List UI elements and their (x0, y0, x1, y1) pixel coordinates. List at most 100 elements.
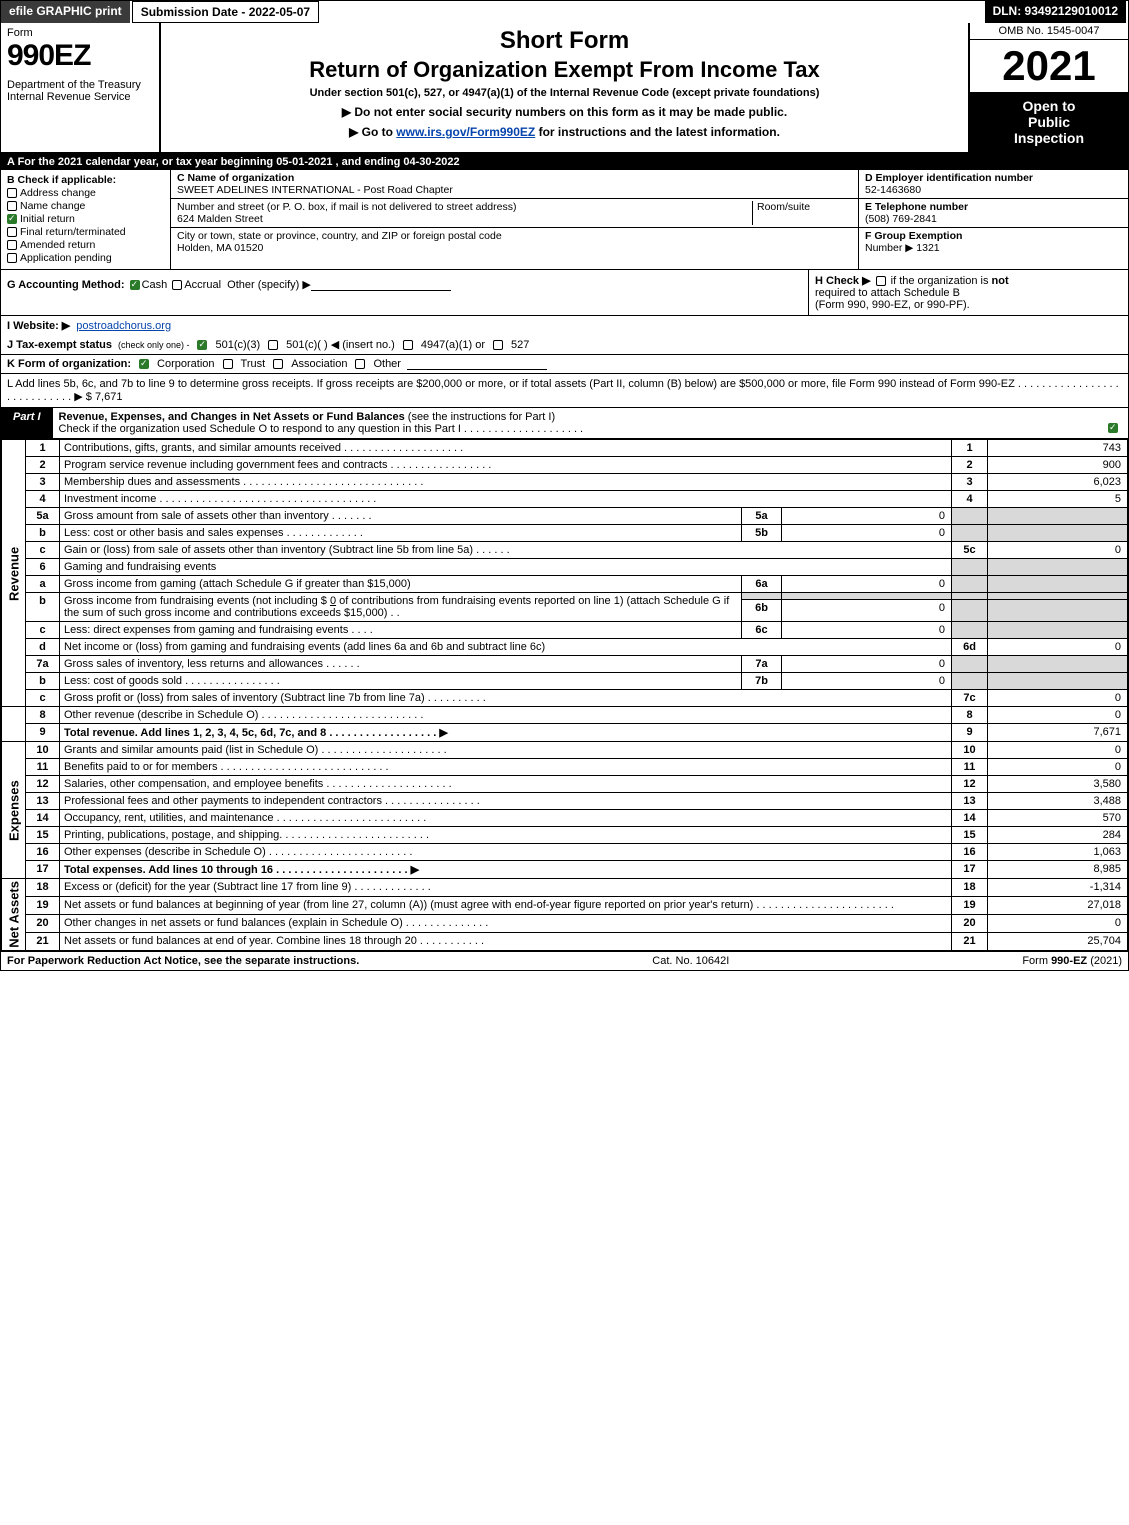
table-row: b Gross income from fundraising events (… (2, 593, 1128, 600)
j-label: J Tax-exempt status (7, 339, 112, 351)
line-num: 13 (26, 793, 60, 810)
sub-num: 6b (742, 599, 782, 621)
line-num: 12 (26, 776, 60, 793)
chk-corporation[interactable] (139, 359, 149, 369)
line-rnum: 7c (952, 690, 988, 707)
part-i-desc: Revenue, Expenses, and Changes in Net As… (53, 408, 1128, 438)
efile-print[interactable]: efile GRAPHIC print (1, 1, 132, 23)
form-footer: For Paperwork Reduction Act Notice, see … (1, 951, 1128, 970)
line-desc: Program service revenue including govern… (60, 457, 952, 474)
org-city: Holden, MA 01520 (177, 242, 263, 254)
org-name: SWEET ADELINES INTERNATIONAL - Post Road… (177, 184, 453, 196)
chk-accrual[interactable] (172, 280, 182, 290)
chk-initial-return[interactable]: Initial return (7, 213, 164, 225)
line-desc: Excess or (deficit) for the year (Subtra… (60, 879, 952, 897)
chk-final-return[interactable]: Final return/terminated (7, 226, 164, 238)
line-num: c (26, 542, 60, 559)
other-org-blank (407, 358, 547, 370)
chk-other-org[interactable] (355, 359, 365, 369)
f-label2: Number ▶ (865, 242, 913, 254)
chk-application-pending[interactable]: Application pending (7, 252, 164, 264)
line-rnum: 1 (952, 440, 988, 457)
table-row: Revenue 1 Contributions, gifts, grants, … (2, 440, 1128, 457)
j-opt1: 501(c)(3) (215, 339, 260, 351)
sub-value: 0 (782, 673, 952, 690)
line-desc: Other revenue (describe in Schedule O) .… (60, 707, 952, 724)
line-desc: Gain or (loss) from sale of assets other… (60, 542, 952, 559)
line-desc: Professional fees and other payments to … (60, 793, 952, 810)
j-opt4: 527 (511, 339, 529, 351)
table-row: c Gain or (loss) from sale of assets oth… (2, 542, 1128, 559)
line-desc: Printing, publications, postage, and shi… (60, 827, 952, 844)
l6b-amt: 0 (330, 595, 336, 607)
chk-label: Amended return (20, 239, 95, 251)
chk-schedule-b[interactable] (876, 276, 886, 286)
footer-left: For Paperwork Reduction Act Notice, see … (7, 955, 359, 967)
line-rnum: 21 (952, 932, 988, 950)
l6b-desc1: Gross income from fundraising events (no… (64, 595, 327, 607)
chk-amended-return[interactable]: Amended return (7, 239, 164, 251)
checkbox-icon (7, 201, 17, 211)
chk-501c[interactable] (268, 340, 278, 350)
netassets-vlabel: Net Assets (2, 879, 26, 951)
line-desc: Net assets or fund balances at beginning… (60, 896, 952, 914)
j-opt2: 501(c)( ) ◀ (insert no.) (286, 338, 395, 351)
chk-trust[interactable] (223, 359, 233, 369)
line-value: 0 (988, 742, 1128, 759)
line-rnum: 3 (952, 474, 988, 491)
chk-address-change[interactable]: Address change (7, 187, 164, 199)
instruction-ssn: ▶ Do not enter social security numbers o… (167, 105, 962, 119)
part-i-tab: Part I (1, 408, 53, 438)
sub-value: 0 (782, 599, 952, 621)
expenses-vlabel: Expenses (2, 742, 26, 879)
line-num: c (26, 622, 60, 639)
line-num: b (26, 525, 60, 542)
part-i-title: Revenue, Expenses, and Changes in Net As… (59, 411, 405, 423)
line-value: 0 (988, 759, 1128, 776)
sub-value: 0 (782, 656, 952, 673)
table-row: c Less: direct expenses from gaming and … (2, 622, 1128, 639)
line-num: 17 (26, 861, 60, 879)
shade-cell (952, 593, 988, 600)
footer-right: Form 990-EZ (2021) (1022, 955, 1122, 967)
chk-4947[interactable] (403, 340, 413, 350)
table-row: 2 Program service revenue including gove… (2, 457, 1128, 474)
irs-link[interactable]: www.irs.gov/Form990EZ (396, 125, 535, 139)
line-num: 15 (26, 827, 60, 844)
table-row: 21 Net assets or fund balances at end of… (2, 932, 1128, 950)
table-row: 13 Professional fees and other payments … (2, 793, 1128, 810)
table-row: 17 Total expenses. Add lines 10 through … (2, 861, 1128, 879)
header-left: Form 990EZ Department of the Treasury In… (1, 23, 161, 152)
submission-date: Submission Date - 2022-05-07 (132, 1, 319, 23)
chk-association[interactable] (273, 359, 283, 369)
table-row: b Less: cost or other basis and sales ex… (2, 525, 1128, 542)
inst2-post: for instructions and the latest informat… (535, 125, 780, 139)
website-link[interactable]: postroadchorus.org (76, 320, 171, 332)
revenue-vlabel: Revenue (2, 440, 26, 707)
chk-501c3[interactable] (197, 340, 207, 350)
line-rnum: 8 (952, 707, 988, 724)
chk-name-change[interactable]: Name change (7, 200, 164, 212)
g-cash: Cash (142, 279, 168, 291)
line-value: 0 (988, 707, 1128, 724)
chk-cash[interactable] (130, 280, 140, 290)
line-rnum: 9 (952, 724, 988, 742)
line-rnum: 17 (952, 861, 988, 879)
line-desc: Total revenue. Add lines 1, 2, 3, 4, 5c,… (60, 724, 952, 742)
chk-schedule-o-part1[interactable] (1108, 423, 1118, 433)
shade-cell (988, 525, 1128, 542)
line-desc: Less: cost or other basis and sales expe… (60, 525, 742, 542)
sub-num: 6a (742, 576, 782, 593)
chk-527[interactable] (493, 340, 503, 350)
table-row: 19 Net assets or fund balances at beginn… (2, 896, 1128, 914)
inst2-pre: ▶ Go to (349, 125, 396, 139)
topbar: efile GRAPHIC print Submission Date - 20… (1, 1, 1128, 23)
checkbox-icon (7, 227, 17, 237)
table-row: 16 Other expenses (describe in Schedule … (2, 844, 1128, 861)
part-i-table: Revenue 1 Contributions, gifts, grants, … (1, 439, 1128, 951)
line-desc: Other changes in net assets or fund bala… (60, 914, 952, 932)
sub-value: 0 (782, 525, 952, 542)
line-value: 27,018 (988, 896, 1128, 914)
line-num: a (26, 576, 60, 593)
line-num: d (26, 639, 60, 656)
